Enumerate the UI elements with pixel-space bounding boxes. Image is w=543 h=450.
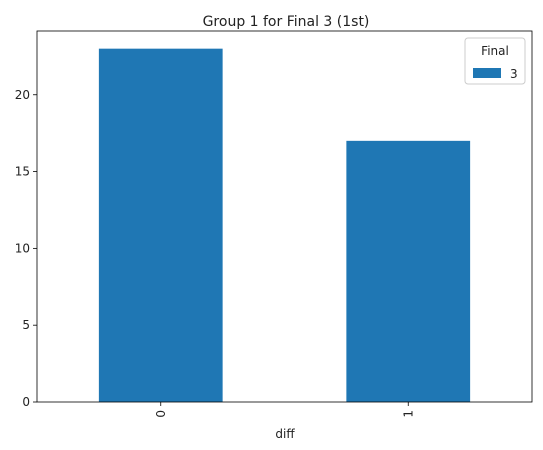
bar-0	[98, 48, 223, 403]
legend-swatch	[473, 68, 501, 78]
y-tick-label: 20	[15, 88, 30, 102]
y-tick-label: 5	[22, 318, 30, 332]
x-tick-label-1: 1	[401, 410, 415, 418]
bars	[98, 48, 471, 403]
x-tick-label-0: 0	[154, 410, 168, 418]
plot-frame	[36, 30, 533, 403]
y-axis-ticks: 0 5 10 15 20	[15, 88, 37, 409]
legend-title: Final	[481, 44, 509, 58]
y-tick-label: 0	[22, 395, 30, 409]
legend-entry-label: 3	[510, 67, 518, 81]
chart-title: Group 1 for Final 3 (1st)	[203, 14, 370, 30]
bar-1	[346, 140, 471, 402]
legend: Final 3	[464, 37, 526, 85]
y-tick-label: 15	[15, 165, 30, 179]
x-axis-label: diff	[275, 427, 295, 441]
y-tick-label: 10	[15, 241, 30, 255]
